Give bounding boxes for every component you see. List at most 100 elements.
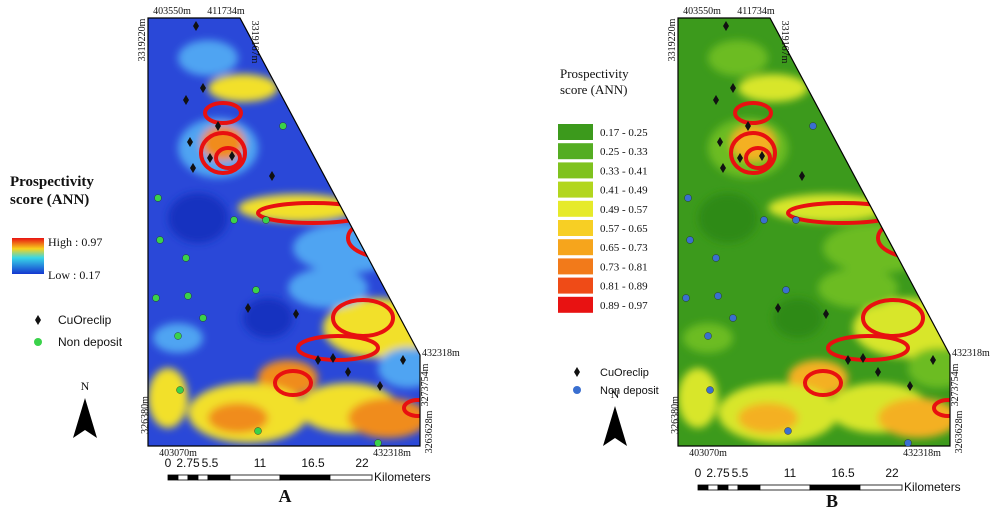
- non-deposit-point: [280, 123, 287, 130]
- legend-non-deposit-symbol: [573, 386, 581, 394]
- map-zone: [208, 74, 278, 102]
- non-deposit-point: [683, 295, 690, 302]
- legend-swatch: [558, 297, 593, 313]
- legend-class-label: 0.65 - 0.73: [600, 242, 648, 254]
- non-deposit-point: [705, 333, 712, 340]
- legend-deposit: CuOreclip: [600, 367, 649, 379]
- legend-swatch: [558, 143, 593, 159]
- scale-segment: [860, 485, 902, 490]
- non-deposit-point: [793, 217, 800, 224]
- non-deposit-point: [761, 217, 768, 224]
- coordinate-label: 432318m: [373, 448, 411, 459]
- non-deposit-point: [783, 287, 790, 294]
- coordinate-label: 3319167m: [779, 21, 790, 64]
- coordinate-label: 403070m: [689, 448, 727, 459]
- legend-title: score (ANN): [560, 82, 628, 97]
- scale-unit: Kilometers: [374, 470, 431, 484]
- map-zone: [698, 193, 758, 243]
- north-arrow: [603, 406, 627, 446]
- legend-class-label: 0.25 - 0.33: [600, 146, 648, 158]
- non-deposit-point: [155, 195, 162, 202]
- map-raster: [148, 18, 438, 446]
- non-deposit-point: [785, 428, 792, 435]
- coordinate-label: 3319220m: [667, 18, 678, 61]
- north-label: N: [81, 379, 90, 393]
- coordinate-label: 3319167m: [249, 21, 260, 64]
- legend-swatch: [558, 162, 593, 178]
- coordinate-label: 411734m: [207, 6, 245, 17]
- legend-swatch: [558, 220, 593, 236]
- non-deposit-point: [231, 217, 238, 224]
- non-deposit-point: [183, 255, 190, 262]
- scale-label: 22: [885, 466, 899, 480]
- legend-swatch: [558, 124, 593, 140]
- scale-segment: [698, 485, 708, 490]
- map-zone: [878, 398, 958, 438]
- scale-segment: [738, 485, 760, 490]
- non-deposit-point: [713, 255, 720, 262]
- non-deposit-point: [905, 440, 912, 447]
- map-zone: [768, 194, 888, 222]
- scale-label: 11: [254, 456, 267, 470]
- high-zone: [348, 218, 428, 258]
- legend-high: High : 0.97: [48, 235, 102, 249]
- coordinate-label: 403550m: [153, 6, 191, 17]
- scale-label: 2.75: [176, 456, 200, 470]
- map-zone: [823, 223, 933, 273]
- scale-label: 2.75: [706, 466, 730, 480]
- non-deposit-point: [375, 440, 382, 447]
- legend-title: Prospectivity: [10, 174, 94, 190]
- legend-non-deposit: Non deposit: [600, 385, 659, 397]
- scale-segment: [280, 475, 330, 480]
- coordinate-label: 3263628m: [424, 410, 435, 453]
- coordinate-label: 432318m: [903, 448, 941, 459]
- legend-class-label: 0.17 - 0.25: [600, 127, 648, 139]
- non-deposit-point: [715, 293, 722, 300]
- scale-segment: [168, 475, 178, 480]
- coordinate-label: 403550m: [683, 6, 721, 17]
- legend-class-label: 0.81 - 0.89: [600, 281, 648, 293]
- scale-segment: [188, 475, 198, 480]
- non-deposit-point: [810, 123, 817, 130]
- legend-ramp: [12, 238, 44, 274]
- scale-segment: [728, 485, 738, 490]
- coordinate-label: 326380m: [670, 396, 681, 434]
- scale-label: 0: [165, 456, 172, 470]
- non-deposit-point: [177, 387, 184, 394]
- scale-segment: [708, 485, 718, 490]
- legend-non-deposit-symbol: [34, 338, 42, 346]
- coordinate-label: 3273754m: [950, 363, 961, 406]
- scale-unit: Kilometers: [904, 480, 961, 494]
- scale-label: 11: [784, 466, 797, 480]
- map-zone: [243, 298, 293, 338]
- map-zone: [773, 298, 823, 338]
- legend-title: Prospectivity: [560, 66, 629, 81]
- scale-label: 16.5: [831, 466, 855, 480]
- non-deposit-point: [185, 293, 192, 300]
- legend-class-label: 0.89 - 0.97: [600, 300, 648, 312]
- legend-class-label: 0.33 - 0.41: [600, 165, 648, 177]
- legend-swatch: [558, 278, 593, 294]
- legend-title: score (ANN): [10, 192, 89, 208]
- coordinate-label: 432318m: [952, 348, 990, 359]
- map-zone: [178, 40, 238, 76]
- legend-low: Low : 0.17: [48, 268, 100, 282]
- scale-segment: [178, 475, 188, 480]
- map-zone: [168, 193, 228, 243]
- scale-label: 22: [355, 456, 369, 470]
- map-zone: [293, 223, 403, 273]
- panel-label: A: [279, 486, 292, 506]
- scale-label: 5.5: [732, 466, 749, 480]
- legend-class-label: 0.49 - 0.57: [600, 204, 648, 216]
- non-deposit-point: [730, 315, 737, 322]
- coordinate-label: 3263628m: [954, 410, 965, 453]
- scale-segment: [330, 475, 372, 480]
- legend-swatch: [558, 258, 593, 274]
- scale-label: 16.5: [301, 456, 325, 470]
- non-deposit-point: [707, 387, 714, 394]
- non-deposit-point: [685, 195, 692, 202]
- figure: 403550m 411734m 3319220m 3319167m 432318m 327…: [0, 0, 993, 512]
- legend-non-deposit: Non deposit: [58, 335, 123, 349]
